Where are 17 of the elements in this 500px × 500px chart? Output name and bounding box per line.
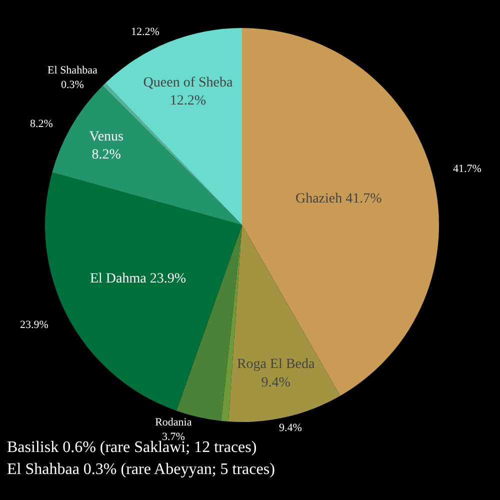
data-label: 12.2% — [170, 94, 206, 109]
slice-label: Rodania — [155, 416, 192, 428]
data-label: 41.7% — [453, 163, 482, 175]
data-label: 0.3% — [60, 78, 84, 91]
slice-label: El Shahbaa — [48, 64, 98, 77]
slice-label: El Dahma 23.9% — [90, 272, 186, 287]
data-label: 23.9% — [20, 319, 48, 331]
data-label: 8.2% — [92, 148, 122, 163]
text: 9.4% — [279, 422, 302, 434]
slice-label: Ghazieh 41.7% — [295, 192, 382, 207]
slice-label: Roga El Beda — [236, 357, 316, 372]
text: El Shahbaa 0.3% (rare Abeyyan; 5 traces) — [7, 461, 275, 478]
text: 12.2% — [131, 26, 160, 38]
data-label: 9.4% — [261, 375, 291, 390]
slice-label: Venus — [89, 129, 124, 144]
slice-label: Queen of Sheba — [143, 75, 234, 90]
text: 8.2% — [30, 118, 53, 130]
